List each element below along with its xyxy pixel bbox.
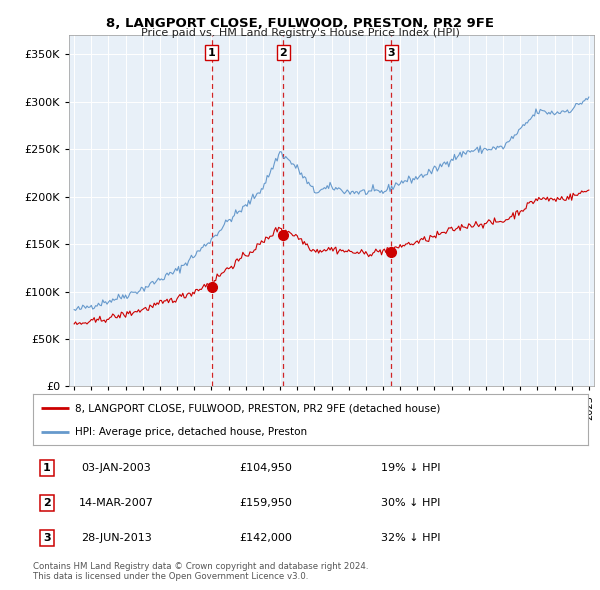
Text: 8, LANGPORT CLOSE, FULWOOD, PRESTON, PR2 9FE: 8, LANGPORT CLOSE, FULWOOD, PRESTON, PR2…: [106, 17, 494, 30]
Text: 19% ↓ HPI: 19% ↓ HPI: [380, 463, 440, 473]
Text: 2: 2: [43, 498, 51, 508]
Text: 1: 1: [208, 48, 215, 58]
Text: £159,950: £159,950: [239, 498, 293, 508]
Text: 3: 3: [388, 48, 395, 58]
Text: £142,000: £142,000: [239, 533, 293, 543]
Text: 28-JUN-2013: 28-JUN-2013: [81, 533, 152, 543]
Text: 30% ↓ HPI: 30% ↓ HPI: [381, 498, 440, 508]
Text: 2: 2: [280, 48, 287, 58]
Text: 3: 3: [43, 533, 50, 543]
Text: HPI: Average price, detached house, Preston: HPI: Average price, detached house, Pres…: [74, 428, 307, 437]
Text: 8, LANGPORT CLOSE, FULWOOD, PRESTON, PR2 9FE (detached house): 8, LANGPORT CLOSE, FULWOOD, PRESTON, PR2…: [74, 403, 440, 413]
Text: 14-MAR-2007: 14-MAR-2007: [79, 498, 154, 508]
Text: Price paid vs. HM Land Registry's House Price Index (HPI): Price paid vs. HM Land Registry's House …: [140, 28, 460, 38]
Text: Contains HM Land Registry data © Crown copyright and database right 2024.
This d: Contains HM Land Registry data © Crown c…: [33, 562, 368, 581]
Text: 1: 1: [43, 463, 51, 473]
Text: £104,950: £104,950: [239, 463, 293, 473]
Text: 32% ↓ HPI: 32% ↓ HPI: [380, 533, 440, 543]
Text: 03-JAN-2003: 03-JAN-2003: [82, 463, 151, 473]
